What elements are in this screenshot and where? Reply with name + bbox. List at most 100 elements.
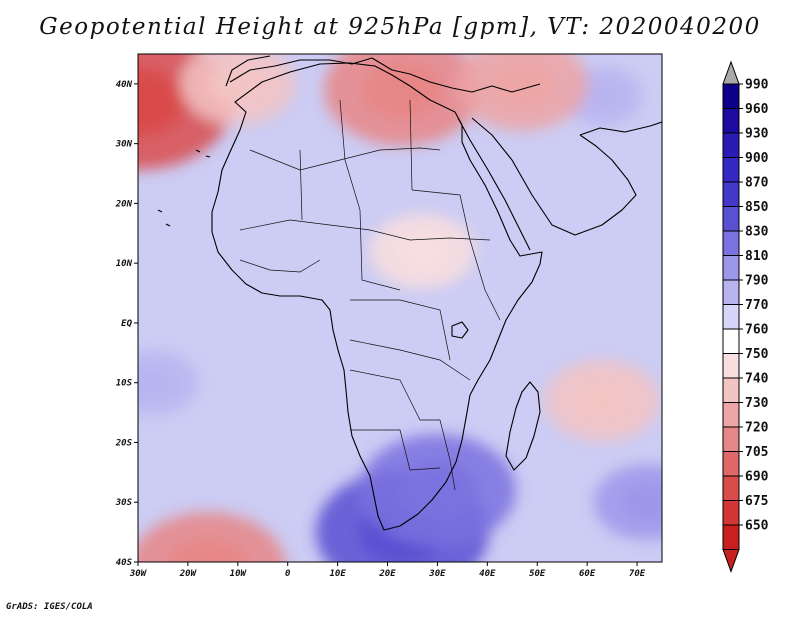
lon-tick-label: 60E xyxy=(579,569,596,579)
colorbar-under-triangle xyxy=(722,549,740,573)
colorbar-label-960: 960 xyxy=(745,102,769,117)
lon-tick-label: 30E xyxy=(428,569,446,579)
field-core-low-atlantic-nw xyxy=(138,67,186,136)
lat-tick-label: 40N xyxy=(116,80,133,90)
colorbar-swatch-960 xyxy=(722,108,740,134)
lon-tick-label: 40E xyxy=(479,569,496,579)
lake-victoria xyxy=(451,321,469,339)
colorbar-label-740: 740 xyxy=(745,372,769,387)
colorbar-swatch-810 xyxy=(722,255,740,281)
border-angola xyxy=(349,369,440,421)
canary-islands xyxy=(195,149,211,158)
geopotential-field xyxy=(138,54,662,562)
colorbar-swatch-770 xyxy=(722,304,740,330)
colorbar-label-650: 650 xyxy=(745,519,769,534)
red-sea-coast xyxy=(457,117,531,251)
colorbar-swatch-870 xyxy=(722,181,740,207)
colorbar-swatch-675 xyxy=(722,500,740,526)
colorbar-swatch-690 xyxy=(722,475,740,501)
colorbar-label-730: 730 xyxy=(745,396,769,411)
colorbar-label-850: 850 xyxy=(745,200,769,215)
border-sudan xyxy=(411,189,471,241)
lat-tick-label: 30S xyxy=(115,498,133,508)
border-central xyxy=(349,339,471,381)
lat-tick-label: 20N xyxy=(115,199,133,209)
lon-tick-label: 20W xyxy=(179,569,198,579)
field-core-low-iberia xyxy=(209,63,267,105)
border-namibia xyxy=(350,429,441,471)
colorbar-over-triangle xyxy=(722,60,740,85)
colorbar-swatch-930 xyxy=(722,132,740,158)
border-sahel xyxy=(239,219,491,241)
lat-tick-label: 10N xyxy=(116,259,133,269)
lat-tick-label: 30N xyxy=(115,140,133,150)
lat-tick-label: 20S xyxy=(115,438,133,448)
border-libya-egypt xyxy=(409,99,413,191)
border-east xyxy=(469,239,501,321)
plot-frame xyxy=(137,53,663,563)
border-west-africa xyxy=(239,259,321,273)
border-mozambique xyxy=(439,419,456,491)
field-core-low-madagascar-east xyxy=(573,380,631,422)
lon-tick-label: 10W xyxy=(230,569,248,579)
country-borders xyxy=(239,99,501,491)
field-core-low-greece xyxy=(363,61,442,118)
border-chad xyxy=(359,209,401,291)
colorbar: 990 960 930 900 870 850 830 810 790 770 760 750 740 7… xyxy=(722,60,769,573)
colorbar-swatch-650 xyxy=(722,524,740,550)
border-mali-niger xyxy=(299,149,303,221)
colorbar-swatch-990 xyxy=(722,83,740,109)
lon-tick-label: 30W xyxy=(129,569,148,579)
colorbar-swatch-720 xyxy=(722,426,740,452)
field-core-low-sahel xyxy=(395,232,450,271)
lon-tick-label: 0 xyxy=(285,569,291,579)
colorbar-label-990: 990 xyxy=(745,78,769,93)
lat-tick-label: 40S xyxy=(116,558,133,568)
madagascar-coast xyxy=(505,381,541,471)
colorbar-swatch-750 xyxy=(722,353,740,379)
iberia-coast xyxy=(225,55,271,87)
gulf-coast xyxy=(579,121,662,136)
axis-ticks: 30W 20W 10W 0 10E 20E 30E 40E 50E 60E 70E 40N 30N 20N… xyxy=(115,80,646,579)
colorbar-label-830: 830 xyxy=(745,225,769,240)
field-core-high-atlantic-west xyxy=(138,366,176,399)
colorbar-label-690: 690 xyxy=(745,470,769,485)
cape-verde xyxy=(157,209,171,227)
colorbar-swatch-850 xyxy=(722,206,740,232)
border-congo xyxy=(350,299,451,361)
colorbar-label-790: 790 xyxy=(745,274,769,289)
mediterranean-north-coast xyxy=(229,57,541,93)
colorbar-label-930: 930 xyxy=(745,127,769,142)
field-core-low-turkey xyxy=(489,60,556,108)
lat-tick-label: 10S xyxy=(116,379,133,389)
colorbar-label-870: 870 xyxy=(745,176,769,191)
lon-tick-label: 50E xyxy=(529,569,546,579)
colorbar-label-720: 720 xyxy=(745,421,769,436)
field-low-southwest-atlantic xyxy=(138,511,286,562)
colorbar-label-760: 760 xyxy=(745,323,769,338)
field-core-high-indian-ocean-south xyxy=(620,483,662,522)
field-core-high-middle-east xyxy=(581,81,623,111)
arabia-coast xyxy=(471,117,637,236)
colorbar-label-750: 750 xyxy=(745,347,769,362)
field-core-low-southwest-atlantic xyxy=(169,539,247,562)
colorbar-swatch-740 xyxy=(722,377,740,403)
border-algeria-libya xyxy=(339,99,361,211)
colorbar-swatch-730 xyxy=(722,402,740,428)
colorbar-label-770: 770 xyxy=(745,298,769,313)
lon-tick-label: 20E xyxy=(378,569,396,579)
colorbar-label-675: 675 xyxy=(745,494,768,509)
lon-tick-label: 70E xyxy=(629,569,646,579)
lon-tick-label: 10E xyxy=(329,569,346,579)
map-title: Geopotential Height at 925hPa [gpm], VT:… xyxy=(39,14,761,40)
colorbar-swatch-830 xyxy=(722,230,740,256)
colorbar-swatch-900 xyxy=(722,157,740,183)
colorbar-swatch-705 xyxy=(722,451,740,477)
field-core-high-south-africa xyxy=(398,462,477,519)
colorbar-label-810: 810 xyxy=(745,249,769,264)
colorbar-swatch-760 xyxy=(722,328,740,354)
colorbar-swatch-790 xyxy=(722,279,740,305)
coastlines xyxy=(157,55,662,531)
colorbar-label-705: 705 xyxy=(745,445,768,460)
lat-tick-label: EQ xyxy=(121,319,132,329)
